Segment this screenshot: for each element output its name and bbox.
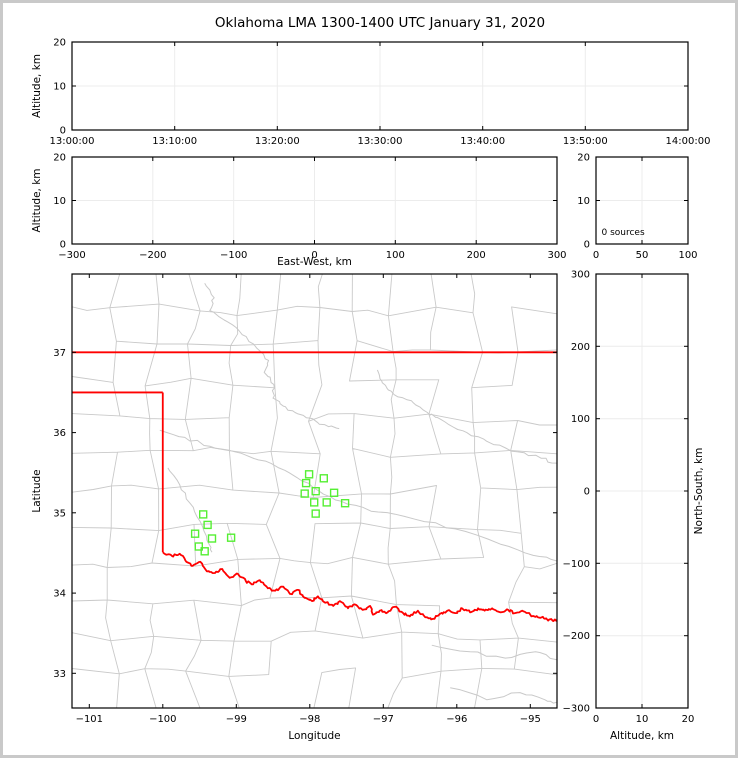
- x-tick-label: 50: [636, 250, 649, 261]
- x-tick-label: −98: [299, 714, 320, 725]
- y-tick-label: 37: [53, 348, 66, 359]
- station-marker: [207, 534, 217, 543]
- x-tick-label: −200: [139, 250, 166, 261]
- plot-title: Oklahoma LMA 1300-1400 UTC January 31, 2…: [214, 15, 546, 31]
- station-marker: [190, 529, 200, 538]
- x-tick-label: −300: [58, 250, 85, 261]
- x-tick-label: 10: [636, 714, 649, 725]
- x-tick-label: −97: [373, 714, 394, 725]
- station-marker: [198, 510, 208, 519]
- x-tick-label: −96: [446, 714, 467, 725]
- y-tick-label: −300: [563, 704, 590, 715]
- x-tick-label: 0: [593, 714, 599, 725]
- x-tick-label: 100: [678, 250, 697, 261]
- y-tick-label: 33: [53, 669, 66, 680]
- x-tick-label: 13:50:00: [563, 136, 608, 147]
- y-tick-label: 300: [571, 270, 590, 281]
- y-tick-label: 35: [53, 508, 66, 519]
- x-tick-label: 13:40:00: [460, 136, 505, 147]
- y-tick-label: 100: [571, 414, 590, 425]
- y-tick-label: 10: [53, 82, 66, 93]
- panel-plan_view_map[interactable]: −101 −100 −99 −98 −97 −96 −95 33 34 35 36 37 Longitu…: [31, 273, 558, 742]
- x-tick-label: 20: [682, 714, 695, 725]
- panel-eastwest_altitude[interactable]: −300 −200 −100 0 100 200 300 0 10 20 East-West, km…: [31, 153, 567, 269]
- x-tick-label: 200: [467, 250, 486, 261]
- y-tick-label: 10: [577, 196, 590, 207]
- map-layers: [72, 274, 557, 708]
- station-marker: [311, 509, 320, 518]
- x-tick-label: 13:30:00: [358, 136, 403, 147]
- y-axis-label: Altitude, km: [31, 168, 43, 232]
- river-line: [204, 283, 340, 430]
- x-tick-label: 13:20:00: [255, 136, 300, 147]
- panel-border: [71, 273, 558, 709]
- y-tick-label: 34: [53, 589, 66, 600]
- river-line: [376, 369, 557, 464]
- station-marker: [310, 498, 319, 507]
- red-river-border: [162, 551, 557, 622]
- x-tick-label: 0: [593, 250, 599, 261]
- river-line: [431, 644, 557, 661]
- x-tick-label: −100: [220, 250, 247, 261]
- station-marker: [329, 488, 339, 497]
- station-marker: [319, 474, 328, 483]
- x-tick-label: −95: [520, 714, 541, 725]
- x-tick-label: 300: [547, 250, 566, 261]
- y-tick-label: 0: [60, 126, 66, 137]
- county-boundaries: [72, 274, 557, 708]
- y-tick-label: 36: [53, 428, 66, 439]
- y-tick-label: 200: [571, 342, 590, 353]
- y-tick-label: −200: [563, 631, 590, 642]
- panel-northsouth_altitude[interactable]: 0 10 20 −300 −200 −100 0 100 200 300 Altitude, km N…: [563, 270, 705, 743]
- station-marker: [322, 498, 331, 507]
- y-tick-label: 0: [584, 240, 590, 251]
- x-tick-label: 13:10:00: [152, 136, 197, 147]
- x-tick-label: −100: [149, 714, 176, 725]
- x-axis-label: Longitude: [288, 730, 340, 742]
- station-marker: [311, 487, 320, 496]
- x-axis-label: East-West, km: [277, 256, 352, 268]
- station-marker: [300, 489, 309, 498]
- y-tick-label: 20: [53, 153, 66, 164]
- lma-stations: [190, 470, 350, 556]
- station-marker: [304, 470, 314, 479]
- x-tick-label: −99: [226, 714, 247, 725]
- station-marker: [203, 520, 212, 530]
- x-tick-label: 13:00:00: [50, 136, 95, 147]
- station-marker: [226, 533, 236, 542]
- source-count-annotation: 0 sources: [602, 228, 645, 238]
- y-tick-label: 20: [53, 38, 66, 49]
- y-tick-label: −100: [563, 559, 590, 570]
- station-marker: [301, 478, 311, 488]
- x-tick-label: 14:00:00: [666, 136, 711, 147]
- x-axis-label: Altitude, km: [610, 730, 674, 742]
- x-tick-label: −101: [76, 714, 103, 725]
- station-marker: [340, 499, 350, 508]
- river-line: [167, 467, 213, 553]
- y-axis-label: North-South, km: [693, 448, 705, 535]
- panel-source_histogram[interactable]: 0 50 100 0 10 20 0 sources: [577, 153, 697, 262]
- river-line: [450, 687, 557, 704]
- y-tick-label: 20: [577, 153, 590, 164]
- y-tick-label: 0: [60, 240, 66, 251]
- station-marker: [194, 542, 204, 551]
- y-tick-label: 0: [584, 487, 590, 498]
- y-tick-label: 10: [53, 196, 66, 207]
- x-tick-label: 100: [386, 250, 405, 261]
- panel-time_altitude[interactable]: 13:00:00 13:10:00 13:20:00 13:30:00 13:40:00…: [31, 38, 710, 148]
- x-tick-label: 0: [311, 250, 317, 261]
- y-axis-label: Latitude: [31, 469, 43, 512]
- station-marker: [200, 547, 209, 556]
- y-axis-label: Altitude, km: [31, 54, 43, 118]
